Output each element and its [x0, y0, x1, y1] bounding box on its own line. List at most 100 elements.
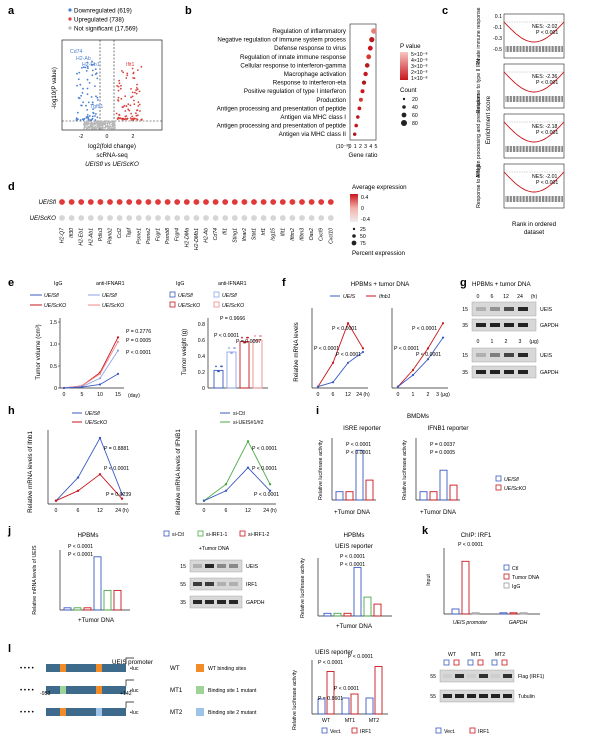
- legend: UEIScKO: [85, 420, 107, 426]
- point-down: [96, 116, 99, 119]
- legend: si-UEIS#1/#2: [233, 420, 264, 426]
- dot-fl: [116, 199, 123, 205]
- y-axis-label: Input: [426, 574, 432, 586]
- gene-label: H2-DMa: [184, 228, 190, 247]
- bar: [365, 479, 374, 501]
- nes-label: NES: -2.18: [532, 124, 557, 130]
- avg-colorbar: [350, 194, 358, 222]
- go-term-label: Negative regulation of immune system pro…: [217, 37, 346, 44]
- legend: si-Ctl: [172, 532, 184, 538]
- point-down: [92, 112, 95, 115]
- point-ns: [110, 126, 112, 128]
- dots: • • • •: [20, 709, 34, 716]
- go-dot: [371, 28, 377, 34]
- band-label: UEIS: [540, 353, 553, 359]
- gene-label: Cd74: [70, 49, 83, 55]
- p-label: P < 0.001: [536, 130, 558, 136]
- key-label: Binding site 2 mutant: [208, 710, 257, 716]
- point-ns: [102, 121, 105, 123]
- gene-label: Ifit1: [280, 228, 286, 236]
- bar: [509, 612, 518, 615]
- band-label: GAPDH: [540, 323, 559, 329]
- point-ns: [95, 120, 97, 123]
- pvalue: P = 0.0239: [106, 492, 131, 498]
- promoter-label: UEIS promoter: [112, 659, 153, 666]
- dot-cko: [327, 215, 334, 221]
- y-axis-label: Relative mRNA levels of UEIS: [32, 545, 38, 615]
- dot-cko: [251, 215, 257, 221]
- band: [490, 353, 500, 357]
- dot-cko: [78, 215, 85, 221]
- y-axis-label: Relative luciferase activity: [402, 440, 408, 500]
- pvalue: P < 0.0001: [126, 350, 151, 356]
- pvalue: P < 0.0001: [332, 326, 357, 332]
- point-ns: [104, 122, 107, 125]
- panel-title: HPBMs: [344, 532, 365, 539]
- legend: UEISfl: [102, 293, 118, 299]
- dot-fl: [308, 199, 315, 205]
- legend: si-IRF1-2: [248, 532, 269, 538]
- xtick: 2: [427, 392, 430, 398]
- band: [503, 694, 512, 698]
- subtitle: scRNA-seq: [96, 152, 128, 159]
- point-ns: [105, 120, 108, 122]
- point-ns: [111, 123, 113, 126]
- lane-label: MT1: [471, 652, 481, 658]
- legend: UEIScKO: [178, 303, 200, 309]
- binding-site: [60, 686, 66, 694]
- mw-label: 35: [462, 323, 468, 329]
- band: [518, 353, 528, 357]
- weight-point: [256, 340, 258, 342]
- legend: UEISfl: [222, 293, 238, 299]
- ytick: 0.8: [198, 322, 205, 328]
- point-down: [78, 71, 81, 74]
- gsea-ytick: -0.3: [493, 36, 502, 42]
- point-ns: [97, 127, 100, 129]
- weight-point: [243, 341, 245, 344]
- point-up: [133, 77, 136, 80]
- bar: [83, 607, 92, 611]
- y-axis-label: Enrichment score: [485, 95, 492, 144]
- point-down: [85, 104, 87, 107]
- panel-letter-a: a: [8, 5, 15, 17]
- pvalue: P = 0.2776: [126, 329, 151, 335]
- point-up: [124, 95, 127, 98]
- e-yticks: 0 0.5 1.0 1.5: [50, 320, 60, 392]
- avg-tick: 0.4: [361, 195, 368, 201]
- point-down: [94, 73, 97, 76]
- point-up: [125, 115, 128, 117]
- h-line: [203, 440, 271, 502]
- promoter-bar: [46, 664, 126, 672]
- point-up: [136, 88, 139, 91]
- point-up: [131, 67, 134, 70]
- xtick: MT2: [369, 718, 379, 724]
- volcano-frame: [61, 39, 163, 131]
- pvalue: P = 0.0037: [430, 442, 455, 448]
- go-term-label: Positive regulation of type I interferon: [244, 88, 347, 95]
- gene-label: Psmb8: [165, 228, 171, 244]
- point-ns: [86, 124, 88, 126]
- h-line-charts: 0 6 12 24 (h) P = 0.8881 P < 0.0001 P = 0.0239…: [47, 430, 279, 514]
- row-label: UEISfl: [38, 199, 56, 206]
- point-up: [132, 77, 135, 79]
- gene-label: Cd74: [213, 228, 219, 241]
- dot-fl: [251, 199, 257, 205]
- point-ns: [88, 126, 91, 129]
- xtick: 0: [63, 392, 66, 398]
- panel-letter-l: l: [8, 643, 11, 655]
- point-ns: [96, 124, 98, 126]
- dot-cko: [279, 215, 286, 221]
- go-term-label: Regulation of inflammatory: [272, 28, 347, 35]
- point-down: [86, 61, 89, 64]
- x-label: GAPDH: [509, 620, 528, 626]
- weight-point: [241, 336, 243, 339]
- y-axis-label: -log10(P value): [51, 67, 58, 109]
- dot-fl: [193, 199, 200, 205]
- point-ns: [83, 120, 86, 122]
- dot-fl: [174, 199, 181, 205]
- go-term-label: Antigen via MHC class II: [279, 131, 347, 138]
- x-axis-label: +Tumor DNA: [336, 623, 373, 630]
- point-ns: [113, 120, 116, 122]
- binding-site: [60, 708, 66, 716]
